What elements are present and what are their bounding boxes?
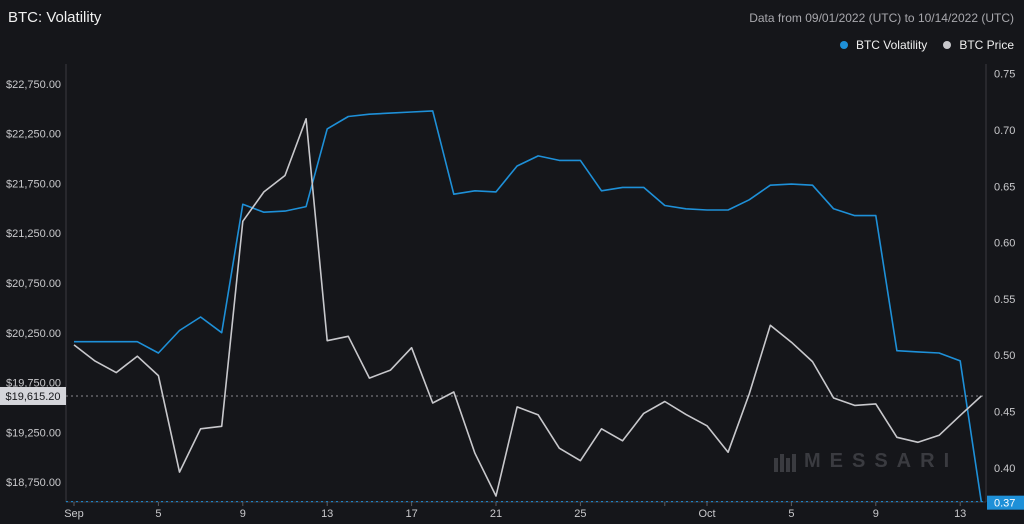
- current-vol-tag: [987, 495, 1024, 510]
- y-right-tick-label: 0.60: [994, 238, 1015, 250]
- x-tick-label: 21: [490, 508, 502, 520]
- x-tick-label: 5: [788, 508, 794, 520]
- x-tick-label: 9: [873, 508, 879, 520]
- x-tick-label: 17: [405, 508, 417, 520]
- y-right-tick-label: 0.50: [994, 350, 1015, 362]
- y-right-tick-label: 0.55: [994, 294, 1015, 306]
- x-tick-label: 13: [321, 508, 333, 520]
- y-right-tick-label: 0.75: [994, 69, 1015, 81]
- legend-dot-volatility: [839, 41, 848, 49]
- legend-dot-price: [943, 41, 952, 49]
- y-right-tick-label: 0.70: [994, 125, 1015, 137]
- date-range: Data from 09/01/2022 (UTC) to 10/14/2022…: [749, 11, 1014, 25]
- current-vol-label: 0.37: [994, 498, 1015, 510]
- y-left-tick-label: $18,750.00: [6, 477, 61, 489]
- messari-logo-icon: [774, 454, 796, 472]
- y-left-tick-label: $20,250.00: [6, 328, 61, 340]
- watermark-text: MESSARI: [804, 450, 959, 472]
- y-right-tick-label: 0.45: [994, 407, 1015, 419]
- y-left-tick-label: $22,250.00: [6, 129, 61, 141]
- legend: BTC Volatility BTC Price: [839, 38, 1014, 52]
- legend-item-price[interactable]: BTC Price: [943, 38, 1014, 52]
- y-left-tick-label: $20,750.00: [6, 278, 61, 290]
- y-right-tick-label: 0.65: [994, 181, 1015, 193]
- x-tick-label: Oct: [698, 508, 715, 520]
- price-series-line[interactable]: [73, 118, 982, 497]
- current-price-label: $19,615.20: [5, 391, 60, 403]
- y-left-tick-label: $21,750.00: [6, 178, 61, 190]
- x-tick-label: 9: [240, 508, 246, 520]
- y-left-tick-label: $22,750.00: [6, 79, 61, 91]
- y-left-tick-label: $19,250.00: [6, 427, 61, 439]
- volatility-series-line[interactable]: [74, 110, 983, 502]
- x-tick-label: 13: [954, 508, 966, 520]
- y-left-tick-label: $21,250.00: [6, 228, 61, 240]
- legend-item-volatility[interactable]: BTC Volatility: [839, 38, 928, 52]
- x-tick-label: 5: [155, 508, 161, 520]
- chart-title: BTC: Volatility: [8, 9, 102, 26]
- y-left-tick-label: $19,750.00: [6, 378, 61, 390]
- y-right-tick-label: 0.40: [994, 463, 1015, 475]
- x-tick-label: 25: [574, 508, 586, 520]
- x-tick-label: Sep: [64, 508, 84, 520]
- legend-label-volatility: BTC Volatility: [855, 38, 928, 52]
- legend-label-price: BTC Price: [959, 38, 1014, 52]
- current-price-tag: [0, 386, 66, 405]
